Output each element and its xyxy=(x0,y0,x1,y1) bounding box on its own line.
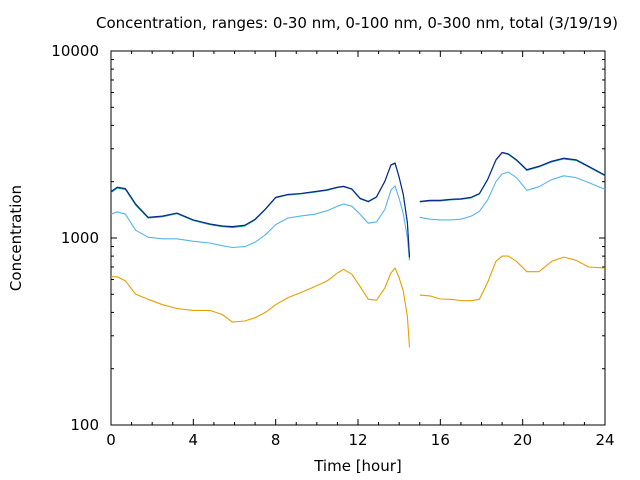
y-tick-label: 100 xyxy=(70,416,99,434)
x-tick-label: 24 xyxy=(595,431,614,449)
axis-tick-labels: 0 4 8 12 16 20 24 100 1000 10000 xyxy=(51,42,614,449)
x-axis-label: Time [hour] xyxy=(313,457,402,475)
y-tick-label: 10000 xyxy=(51,42,99,60)
x-tick-label: 4 xyxy=(189,431,199,449)
series-line-1-segment-1 xyxy=(111,267,411,348)
y-tick-label: 1000 xyxy=(61,229,99,247)
x-tick-label: 0 xyxy=(106,431,116,449)
series-line-4-segment-2 xyxy=(419,151,606,202)
series-line-1-segment-2 xyxy=(419,255,606,302)
x-tick-label: 16 xyxy=(431,431,450,449)
x-tick-label: 20 xyxy=(513,431,532,449)
chart-title: Concentration, ranges: 0-30 nm, 0-100 nm… xyxy=(96,14,618,32)
series-line-2-segment-2 xyxy=(419,171,606,221)
series-line-3-segment-1 xyxy=(110,163,411,259)
axis-ticks xyxy=(110,50,606,426)
x-tick-label: 8 xyxy=(271,431,281,449)
series-line-4-segment-1 xyxy=(110,162,411,258)
series-line-2-segment-1 xyxy=(110,185,411,261)
plot-frame xyxy=(110,50,606,426)
y-axis-label: Concentration xyxy=(7,185,25,291)
x-tick-label: 12 xyxy=(348,431,367,449)
data-series xyxy=(110,151,606,348)
